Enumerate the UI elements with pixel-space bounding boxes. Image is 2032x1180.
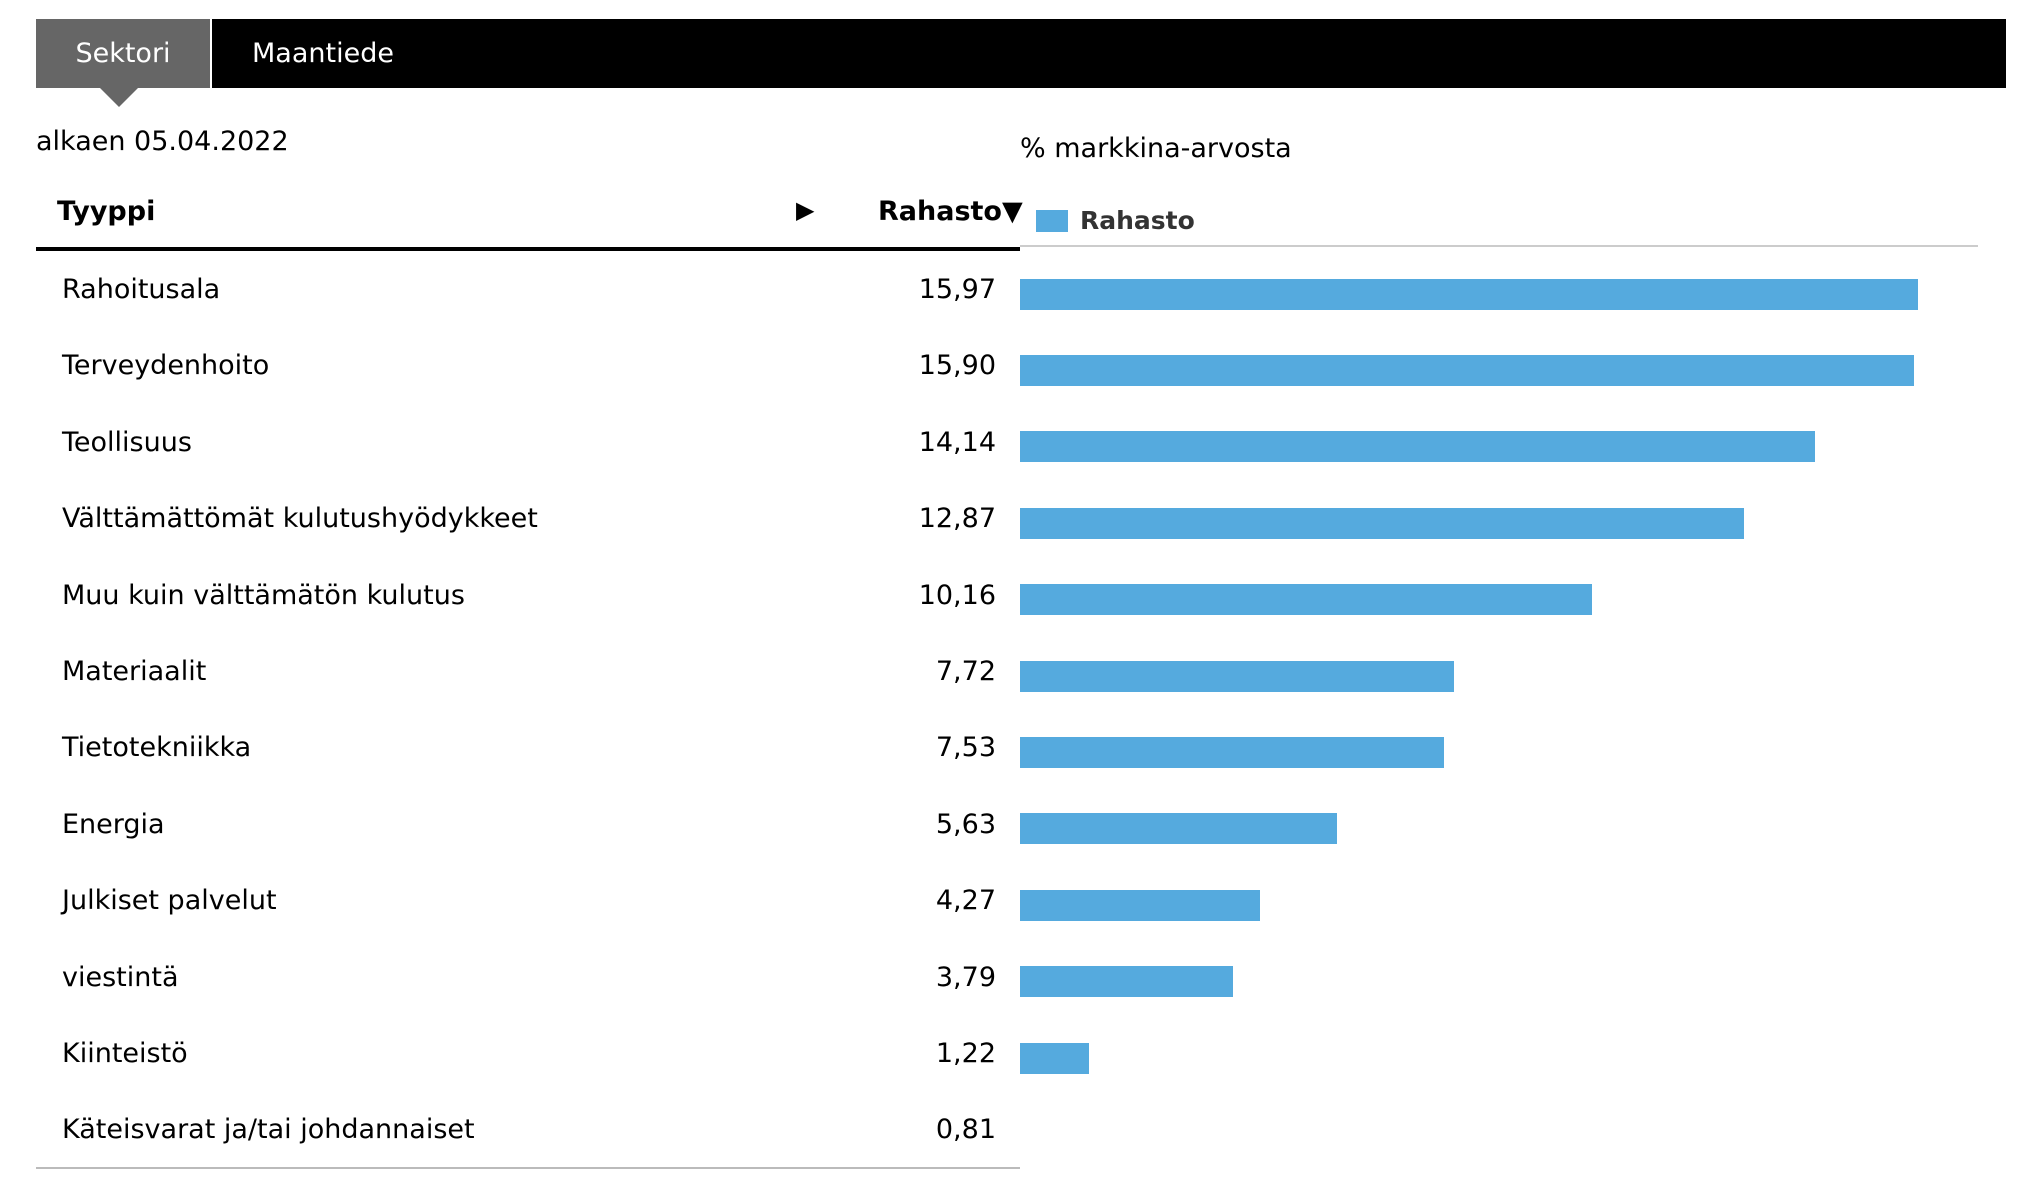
sector-value: 15,90 — [918, 350, 996, 382]
sector-name: Energia — [62, 808, 165, 840]
active-tab-pointer — [100, 88, 138, 107]
column-header-fund-sort[interactable]: Rahasto▼ — [878, 196, 1023, 227]
sector-name: Materiaalit — [62, 656, 207, 687]
bar-3 — [1020, 507, 1744, 539]
sector-name: Rahoitusala — [62, 274, 221, 305]
header-rule — [36, 247, 1020, 251]
column-header-type[interactable]: Tyyppi — [57, 196, 156, 227]
sector-name: Teollisuus — [62, 426, 192, 458]
bar-10 — [1020, 1042, 1089, 1074]
chart-top-rule — [1020, 245, 1978, 247]
legend-label: Rahasto — [1080, 206, 1195, 235]
bar-6 — [1020, 736, 1444, 768]
tab-maantiede[interactable]: Maantiede — [252, 38, 394, 69]
sector-name: Käteisvarat ja/tai johdannaiset — [62, 1114, 475, 1146]
tab-bar: Sektori Maantiede — [36, 19, 2006, 107]
bar-2 — [1020, 431, 1815, 463]
tab-divider — [210, 19, 212, 88]
bar-4 — [1020, 584, 1592, 616]
tab-sektori[interactable]: Sektori — [36, 19, 210, 88]
sector-value: 12,87 — [918, 503, 996, 535]
as-of-date: alkaen 05.04.2022 — [36, 126, 289, 157]
sector-name: viestintä — [62, 961, 179, 993]
bar-8 — [1020, 889, 1260, 921]
chart-unit-label: % markkina-arvosta — [1020, 133, 1292, 164]
sector-value: 7,72 — [935, 656, 996, 687]
chart-legend: Rahasto — [1036, 206, 1195, 235]
table-bottom-rule — [36, 1167, 1020, 1169]
sector-value: 3,79 — [935, 961, 996, 993]
bar-9 — [1020, 966, 1233, 998]
sector-value: 7,53 — [935, 732, 996, 764]
sector-name: Kiinteistö — [62, 1038, 188, 1069]
bar-5 — [1020, 660, 1454, 692]
sector-value: 4,27 — [935, 885, 996, 917]
legend-swatch — [1036, 209, 1068, 232]
sector-value: 1,22 — [935, 1038, 996, 1069]
bar-0 — [1020, 278, 1918, 310]
bar-1 — [1020, 354, 1914, 386]
sector-value: 0,81 — [935, 1114, 996, 1146]
bar-7 — [1020, 813, 1337, 845]
sector-name: Terveydenhoito — [62, 350, 270, 382]
sector-value: 5,63 — [935, 808, 996, 840]
expand-icon[interactable]: ▶ — [796, 196, 815, 224]
sector-value: 10,16 — [918, 579, 996, 611]
sector-value: 15,97 — [918, 274, 996, 305]
sector-name: Julkiset palvelut — [62, 885, 277, 917]
sector-name: Välttämättömät kulutushyödykkeet — [62, 503, 538, 535]
sector-name: Tietotekniikka — [62, 732, 252, 764]
sector-value: 14,14 — [918, 426, 996, 458]
sector-name: Muu kuin välttämätön kulutus — [62, 579, 465, 611]
